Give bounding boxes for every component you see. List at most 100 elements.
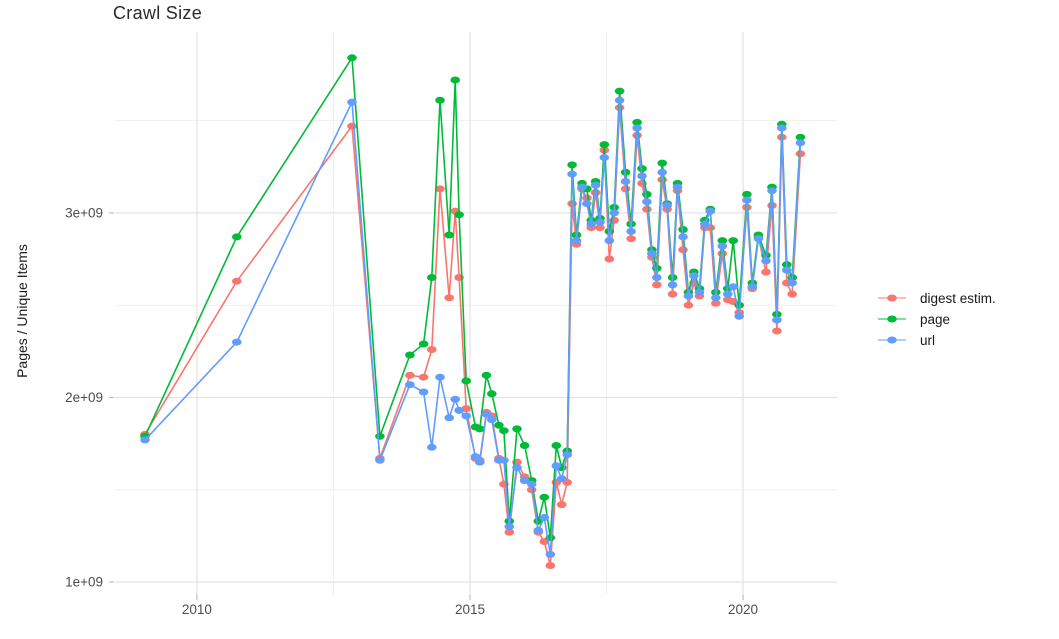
y-tick-label: 1e+09 xyxy=(65,575,103,590)
data-point xyxy=(533,526,544,534)
data-point xyxy=(481,371,492,379)
y-tick-label: 3e+09 xyxy=(65,205,103,220)
data-point xyxy=(767,187,777,195)
data-point xyxy=(747,283,758,291)
axes: 2010 2015 2020 1e+09 2e+09 3e+09 xyxy=(65,205,758,617)
data-point xyxy=(700,220,710,228)
series-line xyxy=(144,106,802,567)
data-point xyxy=(604,255,615,263)
data-point xyxy=(678,226,688,233)
data-point xyxy=(711,299,721,307)
data-point xyxy=(232,338,242,346)
series-url xyxy=(140,96,806,558)
legend-item-page: page xyxy=(877,312,996,327)
data-point xyxy=(499,456,509,464)
data-point xyxy=(711,294,721,302)
legend-key-dot xyxy=(887,294,897,302)
data-point xyxy=(590,189,601,197)
data-point xyxy=(689,272,699,280)
data-point xyxy=(787,279,797,287)
data-point xyxy=(444,414,455,422)
data-point xyxy=(519,442,530,449)
data-point xyxy=(545,562,556,569)
legend: digest estim. page url xyxy=(877,290,996,348)
chart-title: Crawl Size xyxy=(113,3,203,23)
legend-item-url: url xyxy=(877,333,996,348)
data-point xyxy=(556,501,567,509)
data-point xyxy=(604,237,615,245)
data-point xyxy=(705,207,716,215)
data-point xyxy=(777,124,787,132)
data-point xyxy=(450,395,461,403)
data-point xyxy=(562,451,572,459)
data-point xyxy=(454,406,464,414)
data-point xyxy=(494,421,504,429)
data-point xyxy=(683,292,694,300)
data-point xyxy=(678,246,688,254)
data-point xyxy=(571,237,582,245)
legend-item-digest-estim-: digest estim. xyxy=(877,290,996,306)
x-tick-label: 2010 xyxy=(182,602,212,617)
data-point xyxy=(347,54,357,62)
data-point xyxy=(787,290,797,298)
data-point xyxy=(683,301,694,309)
data-point xyxy=(626,227,636,235)
data-point xyxy=(545,550,556,558)
data-point xyxy=(590,181,601,189)
data-point xyxy=(487,416,497,424)
data-point xyxy=(717,237,728,245)
data-point xyxy=(232,233,242,241)
data-point xyxy=(567,170,577,178)
data-point xyxy=(642,190,652,198)
data-point xyxy=(512,464,522,472)
data-point xyxy=(652,274,662,281)
minor-gridlines xyxy=(115,32,837,595)
data-point xyxy=(444,231,455,239)
data-point xyxy=(772,316,782,324)
series-line xyxy=(144,99,802,556)
major-gridlines xyxy=(115,32,837,595)
data-point xyxy=(450,76,461,84)
data-point xyxy=(405,351,415,359)
data-point xyxy=(632,124,642,132)
data-point xyxy=(499,427,509,435)
data-point xyxy=(652,281,662,289)
data-point xyxy=(723,290,733,298)
legend-label: digest estim. xyxy=(920,290,996,306)
data-point xyxy=(232,277,242,285)
data-point xyxy=(595,224,605,232)
data-point xyxy=(418,373,429,381)
data-point xyxy=(742,196,752,204)
data-point xyxy=(475,425,485,433)
data-point xyxy=(435,185,445,193)
data-point xyxy=(728,237,738,245)
data-point xyxy=(577,183,587,191)
data-point xyxy=(526,480,537,488)
data-point xyxy=(519,477,530,485)
data-point xyxy=(444,294,455,302)
data-point xyxy=(567,161,577,169)
data-point xyxy=(614,96,625,104)
y-tick-label: 2e+09 xyxy=(65,390,103,405)
legend-key-dot xyxy=(887,315,897,323)
legend-key-icon xyxy=(878,315,906,323)
data-point xyxy=(347,122,357,130)
data-point xyxy=(662,202,672,209)
data-point xyxy=(427,443,437,451)
data-point xyxy=(418,388,429,396)
data-point xyxy=(461,412,472,420)
data-point xyxy=(405,371,415,379)
data-point xyxy=(454,211,464,219)
data-point xyxy=(728,283,738,291)
data-point xyxy=(609,209,619,217)
data-point xyxy=(504,528,515,536)
data-point xyxy=(582,200,592,208)
series-page xyxy=(140,54,806,542)
legend-key-icon xyxy=(878,336,906,344)
data-point xyxy=(551,462,562,470)
data-point xyxy=(795,139,806,147)
data-point xyxy=(642,198,652,206)
data-point xyxy=(761,257,771,265)
data-point xyxy=(539,514,550,521)
data-point xyxy=(427,274,437,281)
